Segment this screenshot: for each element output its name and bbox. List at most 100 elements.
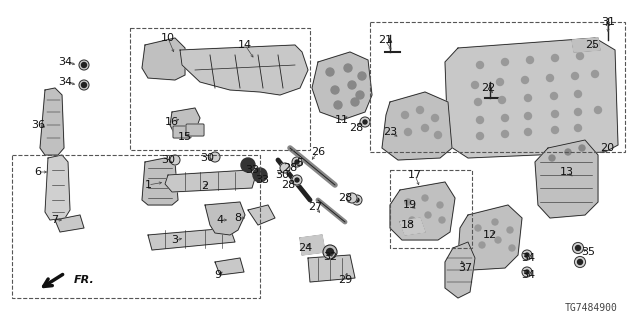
Polygon shape (205, 202, 245, 235)
Circle shape (474, 99, 481, 106)
Polygon shape (308, 255, 355, 282)
Polygon shape (180, 45, 308, 95)
Circle shape (572, 73, 579, 79)
Circle shape (323, 245, 337, 259)
Text: 28: 28 (281, 180, 295, 190)
Text: 5: 5 (296, 158, 303, 168)
Text: 20: 20 (600, 143, 614, 153)
Text: 15: 15 (178, 132, 192, 142)
Text: 9: 9 (214, 270, 221, 280)
Circle shape (295, 160, 299, 164)
FancyBboxPatch shape (173, 126, 191, 138)
Circle shape (573, 243, 584, 253)
Polygon shape (215, 258, 244, 275)
Circle shape (326, 249, 333, 255)
Text: 16: 16 (165, 117, 179, 127)
Text: TG7484900: TG7484900 (565, 303, 618, 313)
Polygon shape (445, 242, 475, 298)
Circle shape (549, 155, 555, 161)
Text: 7: 7 (51, 215, 59, 225)
Bar (12, 155, 260, 298)
FancyBboxPatch shape (186, 124, 204, 136)
Circle shape (210, 152, 220, 162)
Circle shape (477, 61, 483, 68)
Circle shape (431, 115, 438, 122)
Text: 25: 25 (585, 40, 599, 50)
Polygon shape (300, 235, 325, 255)
Circle shape (404, 129, 412, 135)
Text: 30: 30 (200, 153, 214, 163)
Polygon shape (445, 38, 618, 158)
Text: 10: 10 (161, 33, 175, 43)
Circle shape (575, 91, 582, 98)
Polygon shape (55, 215, 84, 232)
Polygon shape (170, 108, 200, 135)
Text: 19: 19 (403, 200, 417, 210)
Circle shape (170, 155, 180, 165)
Text: 3: 3 (172, 235, 179, 245)
Circle shape (292, 157, 302, 167)
Text: 4: 4 (216, 215, 223, 225)
Polygon shape (390, 182, 455, 240)
Circle shape (253, 168, 267, 182)
Circle shape (522, 250, 532, 260)
Text: 23: 23 (383, 127, 397, 137)
Text: 17: 17 (408, 170, 422, 180)
Text: 22: 22 (481, 83, 495, 93)
Circle shape (472, 82, 479, 89)
Circle shape (527, 57, 534, 63)
Circle shape (547, 75, 554, 82)
Circle shape (502, 59, 509, 66)
Circle shape (525, 94, 531, 101)
Circle shape (525, 270, 529, 274)
Circle shape (565, 149, 571, 155)
Circle shape (550, 92, 557, 100)
Circle shape (477, 132, 483, 140)
Polygon shape (165, 170, 255, 192)
Circle shape (422, 195, 428, 201)
Text: 18: 18 (401, 220, 415, 230)
Text: 28: 28 (338, 193, 352, 203)
Text: 13: 13 (560, 167, 574, 177)
Circle shape (363, 120, 367, 124)
Bar (370, 22, 625, 152)
Circle shape (360, 117, 370, 127)
Text: 6: 6 (35, 167, 42, 177)
Circle shape (241, 158, 255, 172)
Circle shape (79, 60, 89, 70)
Polygon shape (400, 218, 425, 235)
Text: 2: 2 (202, 181, 209, 191)
Circle shape (81, 62, 86, 68)
Circle shape (425, 212, 431, 218)
Polygon shape (45, 155, 70, 220)
Polygon shape (40, 88, 64, 155)
Circle shape (331, 86, 339, 94)
Circle shape (522, 267, 532, 277)
Text: 34: 34 (58, 57, 72, 67)
Circle shape (409, 217, 415, 223)
Polygon shape (535, 140, 598, 218)
Circle shape (502, 131, 509, 138)
Circle shape (435, 132, 442, 139)
Circle shape (552, 110, 559, 117)
Circle shape (507, 227, 513, 233)
Polygon shape (312, 52, 372, 120)
Circle shape (352, 195, 362, 205)
Circle shape (334, 101, 342, 109)
Polygon shape (148, 228, 235, 250)
Circle shape (355, 198, 359, 202)
Text: FR.: FR. (74, 275, 95, 285)
Circle shape (522, 76, 529, 84)
Text: 24: 24 (298, 243, 312, 253)
Circle shape (509, 245, 515, 251)
Bar (130, 28, 310, 150)
Circle shape (356, 91, 364, 99)
Circle shape (577, 260, 582, 265)
Circle shape (595, 107, 602, 114)
Circle shape (552, 126, 559, 133)
Text: 27: 27 (308, 202, 322, 212)
Circle shape (437, 202, 443, 208)
Text: 33: 33 (255, 175, 269, 185)
Circle shape (525, 129, 531, 135)
Circle shape (477, 116, 483, 124)
